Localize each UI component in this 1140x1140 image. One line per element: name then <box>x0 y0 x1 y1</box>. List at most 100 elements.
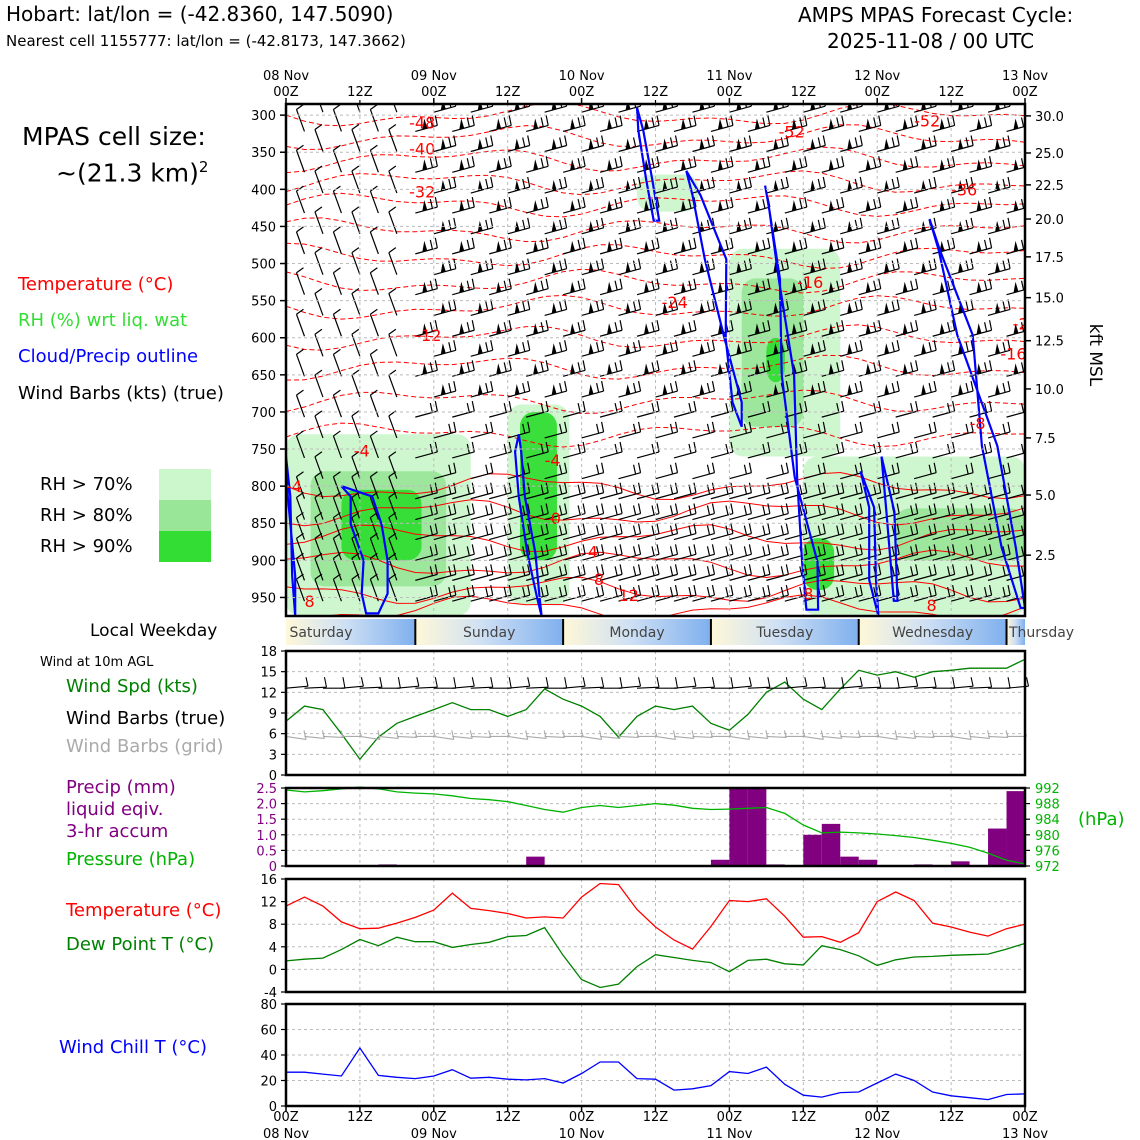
barb-feather <box>1007 176 1011 188</box>
barb-feather <box>1045 96 1047 106</box>
surface-barb-grid <box>433 735 454 740</box>
barb-feather <box>540 566 544 576</box>
surface-barb-grid <box>766 735 787 738</box>
wind-barb <box>369 104 379 132</box>
barb-feather <box>799 587 803 597</box>
rh-region-80 <box>895 508 1025 561</box>
barb-pennant <box>791 200 797 212</box>
barb-pennant <box>680 200 686 212</box>
barb-pennant <box>570 159 576 171</box>
barb-feather <box>725 525 729 535</box>
barb-feather <box>545 196 549 208</box>
barb-pennant <box>625 138 631 150</box>
barb-pennant <box>477 138 483 150</box>
wind-barb <box>599 237 623 255</box>
barb-feather <box>278 166 285 171</box>
kft-tick-label: 2.5 <box>1035 549 1056 564</box>
top-tick-day: 09 Nov <box>411 69 457 84</box>
surface-barb-feather <box>564 677 568 689</box>
barb-feather <box>522 301 526 311</box>
wind-barb <box>581 176 605 194</box>
barb-pennant <box>810 384 816 396</box>
barb-feather <box>577 546 581 556</box>
surface-barb-grid-feather <box>950 730 954 737</box>
barb-feather <box>988 564 993 575</box>
barb-staff <box>636 492 660 500</box>
surface-barb-grid <box>544 735 565 738</box>
barb-feather <box>632 178 637 189</box>
surface-barb-grid-feather <box>765 730 769 739</box>
barb-feather <box>314 165 323 172</box>
wind-barb <box>858 401 882 418</box>
wind-barb <box>950 380 974 398</box>
barb-feather <box>859 299 863 310</box>
pressure-tick-label: 900 <box>251 554 276 569</box>
barb-staff <box>452 573 475 581</box>
wind-barb <box>766 176 789 194</box>
barb-feather <box>748 421 752 433</box>
barb-pennant <box>570 118 576 130</box>
wind-barb <box>950 544 974 561</box>
barb-feather <box>632 546 637 556</box>
wind-barb <box>803 217 826 235</box>
barb-feather <box>434 544 438 555</box>
wind-barb <box>821 585 845 602</box>
cloud-outline <box>286 456 297 616</box>
wind-barb <box>655 564 679 581</box>
wind-barb <box>470 380 494 398</box>
wind-barb <box>581 299 605 317</box>
wind-barb <box>544 176 568 194</box>
wind-barb <box>692 421 716 439</box>
barb-feather <box>596 525 600 535</box>
barb-feather <box>434 585 438 596</box>
barb-feather <box>725 362 729 372</box>
barb-feather <box>545 278 549 289</box>
barb-feather <box>767 278 771 289</box>
isotherm-dashed <box>286 268 1025 294</box>
barb-feather <box>656 523 660 534</box>
barb-staff <box>821 573 844 581</box>
barb-feather <box>388 573 397 580</box>
wind-barb <box>544 135 568 153</box>
isotherm-dashed <box>286 354 1025 381</box>
wind-barb <box>332 492 342 520</box>
barb-feather <box>706 546 711 556</box>
wind-barb <box>932 441 956 459</box>
wind-barb <box>369 185 379 214</box>
temp-contour-label: -24 <box>662 293 688 312</box>
barb-feather <box>619 564 623 575</box>
barb-feather <box>1045 504 1047 514</box>
barb-feather <box>577 587 581 597</box>
barb-feather <box>947 280 951 290</box>
wind-barb <box>969 544 993 561</box>
wind-barb <box>803 380 826 398</box>
barb-feather <box>762 525 766 535</box>
barb-feather <box>656 115 660 126</box>
barb-feather <box>632 484 637 494</box>
barb-feather <box>453 503 457 514</box>
barb-pennant <box>828 363 834 375</box>
barb-feather <box>522 178 526 189</box>
wind-barb <box>470 258 494 276</box>
barb-staff <box>295 497 306 520</box>
surface-barb-true <box>895 685 918 689</box>
label-precip-1: Precip (mm) <box>66 777 176 798</box>
barb-feather <box>804 320 808 331</box>
barb-feather <box>1027 320 1029 330</box>
surface-barb-feather <box>748 677 752 687</box>
temp-contour-label: -32 <box>409 183 435 202</box>
wind-barb <box>969 401 993 418</box>
barb-feather <box>1027 585 1029 595</box>
barb-feather <box>743 178 747 189</box>
wind-barb <box>729 585 752 602</box>
wind-barb <box>618 564 642 581</box>
wind-barb <box>562 482 586 500</box>
barb-feather <box>278 533 285 538</box>
surface-barb-feather <box>730 677 734 689</box>
barb-staff <box>840 431 863 439</box>
wind-barb <box>581 544 605 561</box>
barb-feather <box>333 226 341 233</box>
wind-barb <box>544 462 568 480</box>
barb-feather <box>1040 506 1042 515</box>
barb-feather <box>841 196 845 208</box>
